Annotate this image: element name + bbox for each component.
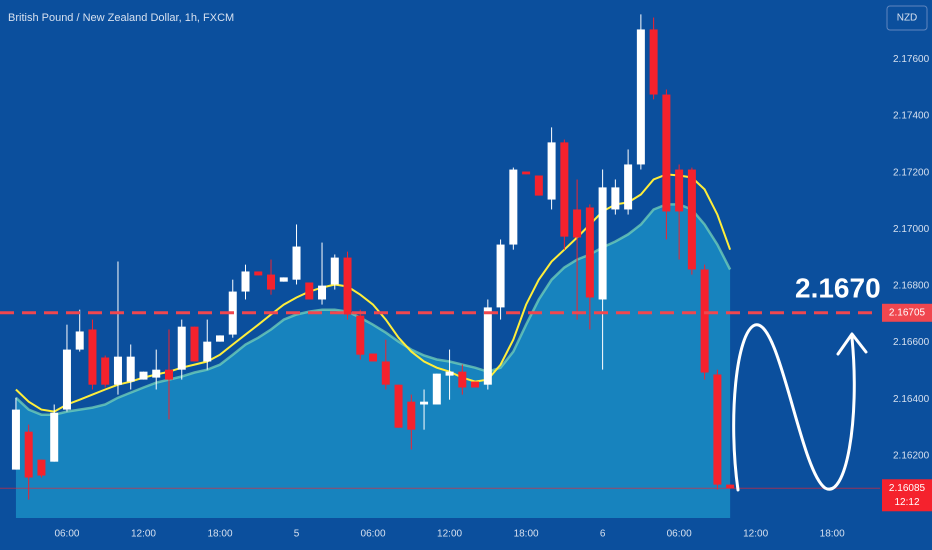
candle-body — [11, 409, 20, 470]
last-price-label: 2.16085 — [889, 483, 926, 494]
candle-body — [190, 326, 199, 362]
candle-body — [330, 257, 339, 285]
candle-body — [152, 369, 161, 378]
candle-body — [139, 371, 148, 380]
candle-body — [24, 431, 33, 478]
currency-label[interactable]: NZD — [897, 13, 918, 24]
y-tick-label: 2.16400 — [893, 394, 930, 405]
y-tick-label: 2.16800 — [893, 281, 930, 292]
candle-body — [254, 271, 263, 276]
candle-body — [687, 169, 696, 270]
candle-body — [88, 329, 97, 385]
candle-body — [420, 401, 429, 405]
candle-body — [356, 315, 365, 355]
candle-body — [560, 142, 569, 237]
x-tick-label: 18:00 — [820, 529, 845, 540]
y-tick-label: 2.16600 — [893, 337, 930, 348]
drawing-arrow — [836, 332, 868, 356]
y-tick-label: 2.17600 — [893, 54, 930, 65]
x-tick-label: 06:00 — [361, 529, 386, 540]
series-line — [15, 173, 732, 413]
candle-body — [624, 164, 633, 210]
candle-body — [305, 282, 314, 300]
drawing — [732, 323, 856, 492]
candle-body — [407, 401, 416, 430]
candle-body — [164, 369, 173, 380]
candle-body — [113, 356, 122, 385]
last-price-tag — [882, 479, 932, 512]
x-tick-label: 18:00 — [207, 529, 232, 540]
candle-body — [267, 274, 276, 290]
x-tick-label: 5 — [294, 529, 300, 540]
candle-body — [62, 349, 71, 410]
candle-body — [318, 285, 327, 300]
candle-body — [279, 277, 288, 282]
y-tick-label: 2.17400 — [893, 111, 930, 122]
candle-body — [37, 459, 46, 476]
x-tick-label: 6 — [600, 529, 606, 540]
candle-body — [496, 244, 505, 308]
candle-body — [726, 484, 735, 489]
x-tick-label: 06:00 — [54, 529, 79, 540]
candle-body — [662, 94, 671, 212]
series-line — [15, 203, 732, 416]
candle-body — [101, 357, 110, 385]
x-tick-label: 12:00 — [437, 529, 462, 540]
annotation: 2.1670 — [795, 272, 881, 303]
candle-body — [381, 361, 390, 385]
candle-body — [598, 187, 607, 300]
candle-body — [394, 384, 403, 428]
candle-body — [675, 169, 684, 212]
candle-body — [432, 373, 441, 405]
candle-body — [177, 326, 186, 370]
candle-body — [547, 142, 556, 200]
candle-body — [241, 271, 250, 292]
candle-body — [534, 175, 543, 196]
candle-body — [458, 371, 467, 388]
x-tick-label: 12:00 — [743, 529, 768, 540]
candle-body — [216, 335, 224, 342]
plot-area — [11, 14, 735, 518]
candle-body — [292, 246, 301, 280]
level-tag — [882, 303, 932, 322]
candle-body — [522, 171, 531, 175]
candle-body — [75, 331, 84, 350]
currency-button[interactable] — [886, 5, 928, 31]
countdown-label: 12:12 — [894, 497, 919, 508]
candle-body — [573, 209, 582, 238]
candle-body — [700, 269, 709, 373]
candle-body — [343, 257, 352, 315]
candle-body — [445, 371, 454, 376]
candle-body — [611, 187, 620, 210]
chart-title: British Pound / New Zealand Dollar, 1h, … — [8, 12, 234, 24]
candle-body — [369, 353, 378, 362]
x-tick-label: 18:00 — [514, 529, 539, 540]
candle-body — [649, 29, 658, 95]
x-tick-label: 12:00 — [131, 529, 156, 540]
x-tick-label: 06:00 — [667, 529, 692, 540]
candle-body — [585, 207, 594, 298]
candle-body — [483, 307, 492, 385]
y-tick-label: 2.17000 — [893, 224, 930, 235]
y-tick-label: 2.16200 — [893, 450, 930, 461]
candle-body — [636, 29, 645, 165]
level-label: 2.16705 — [889, 307, 926, 318]
candle-body — [50, 412, 59, 462]
candle-body — [126, 356, 135, 382]
candle-body — [203, 341, 212, 362]
candle-body — [713, 374, 722, 485]
y-tick-label: 2.17200 — [893, 167, 930, 178]
candle-body — [509, 169, 518, 245]
candle-body — [471, 381, 480, 388]
